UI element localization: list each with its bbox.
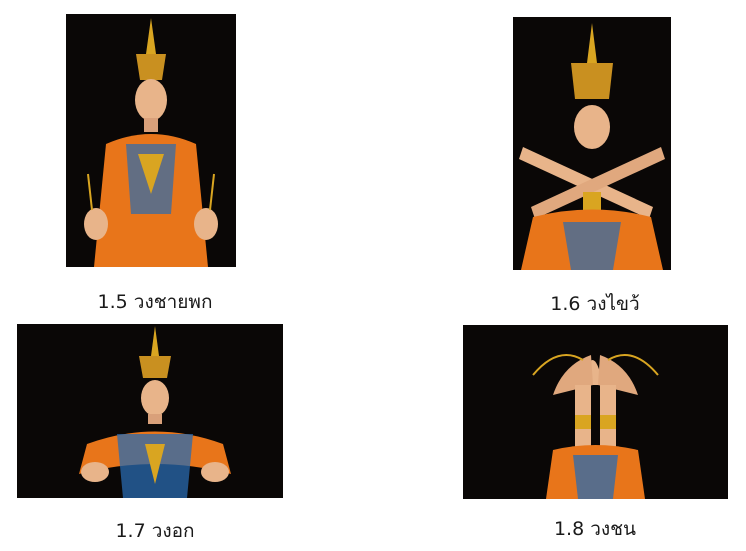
photo-wong-khwai xyxy=(513,17,671,270)
caption-1-6: 1.6 วงไขว้ xyxy=(550,293,640,315)
caption-1-5: 1.5 วงชายพก xyxy=(97,291,213,313)
photo-wong-chon xyxy=(463,325,728,499)
caption-1-7: 1.7 วงอก xyxy=(115,520,195,542)
photo-wong-ok xyxy=(17,324,283,498)
caption-1-8: 1.8 วงชน xyxy=(553,518,637,540)
photo-wong-chai-phok xyxy=(66,14,236,267)
